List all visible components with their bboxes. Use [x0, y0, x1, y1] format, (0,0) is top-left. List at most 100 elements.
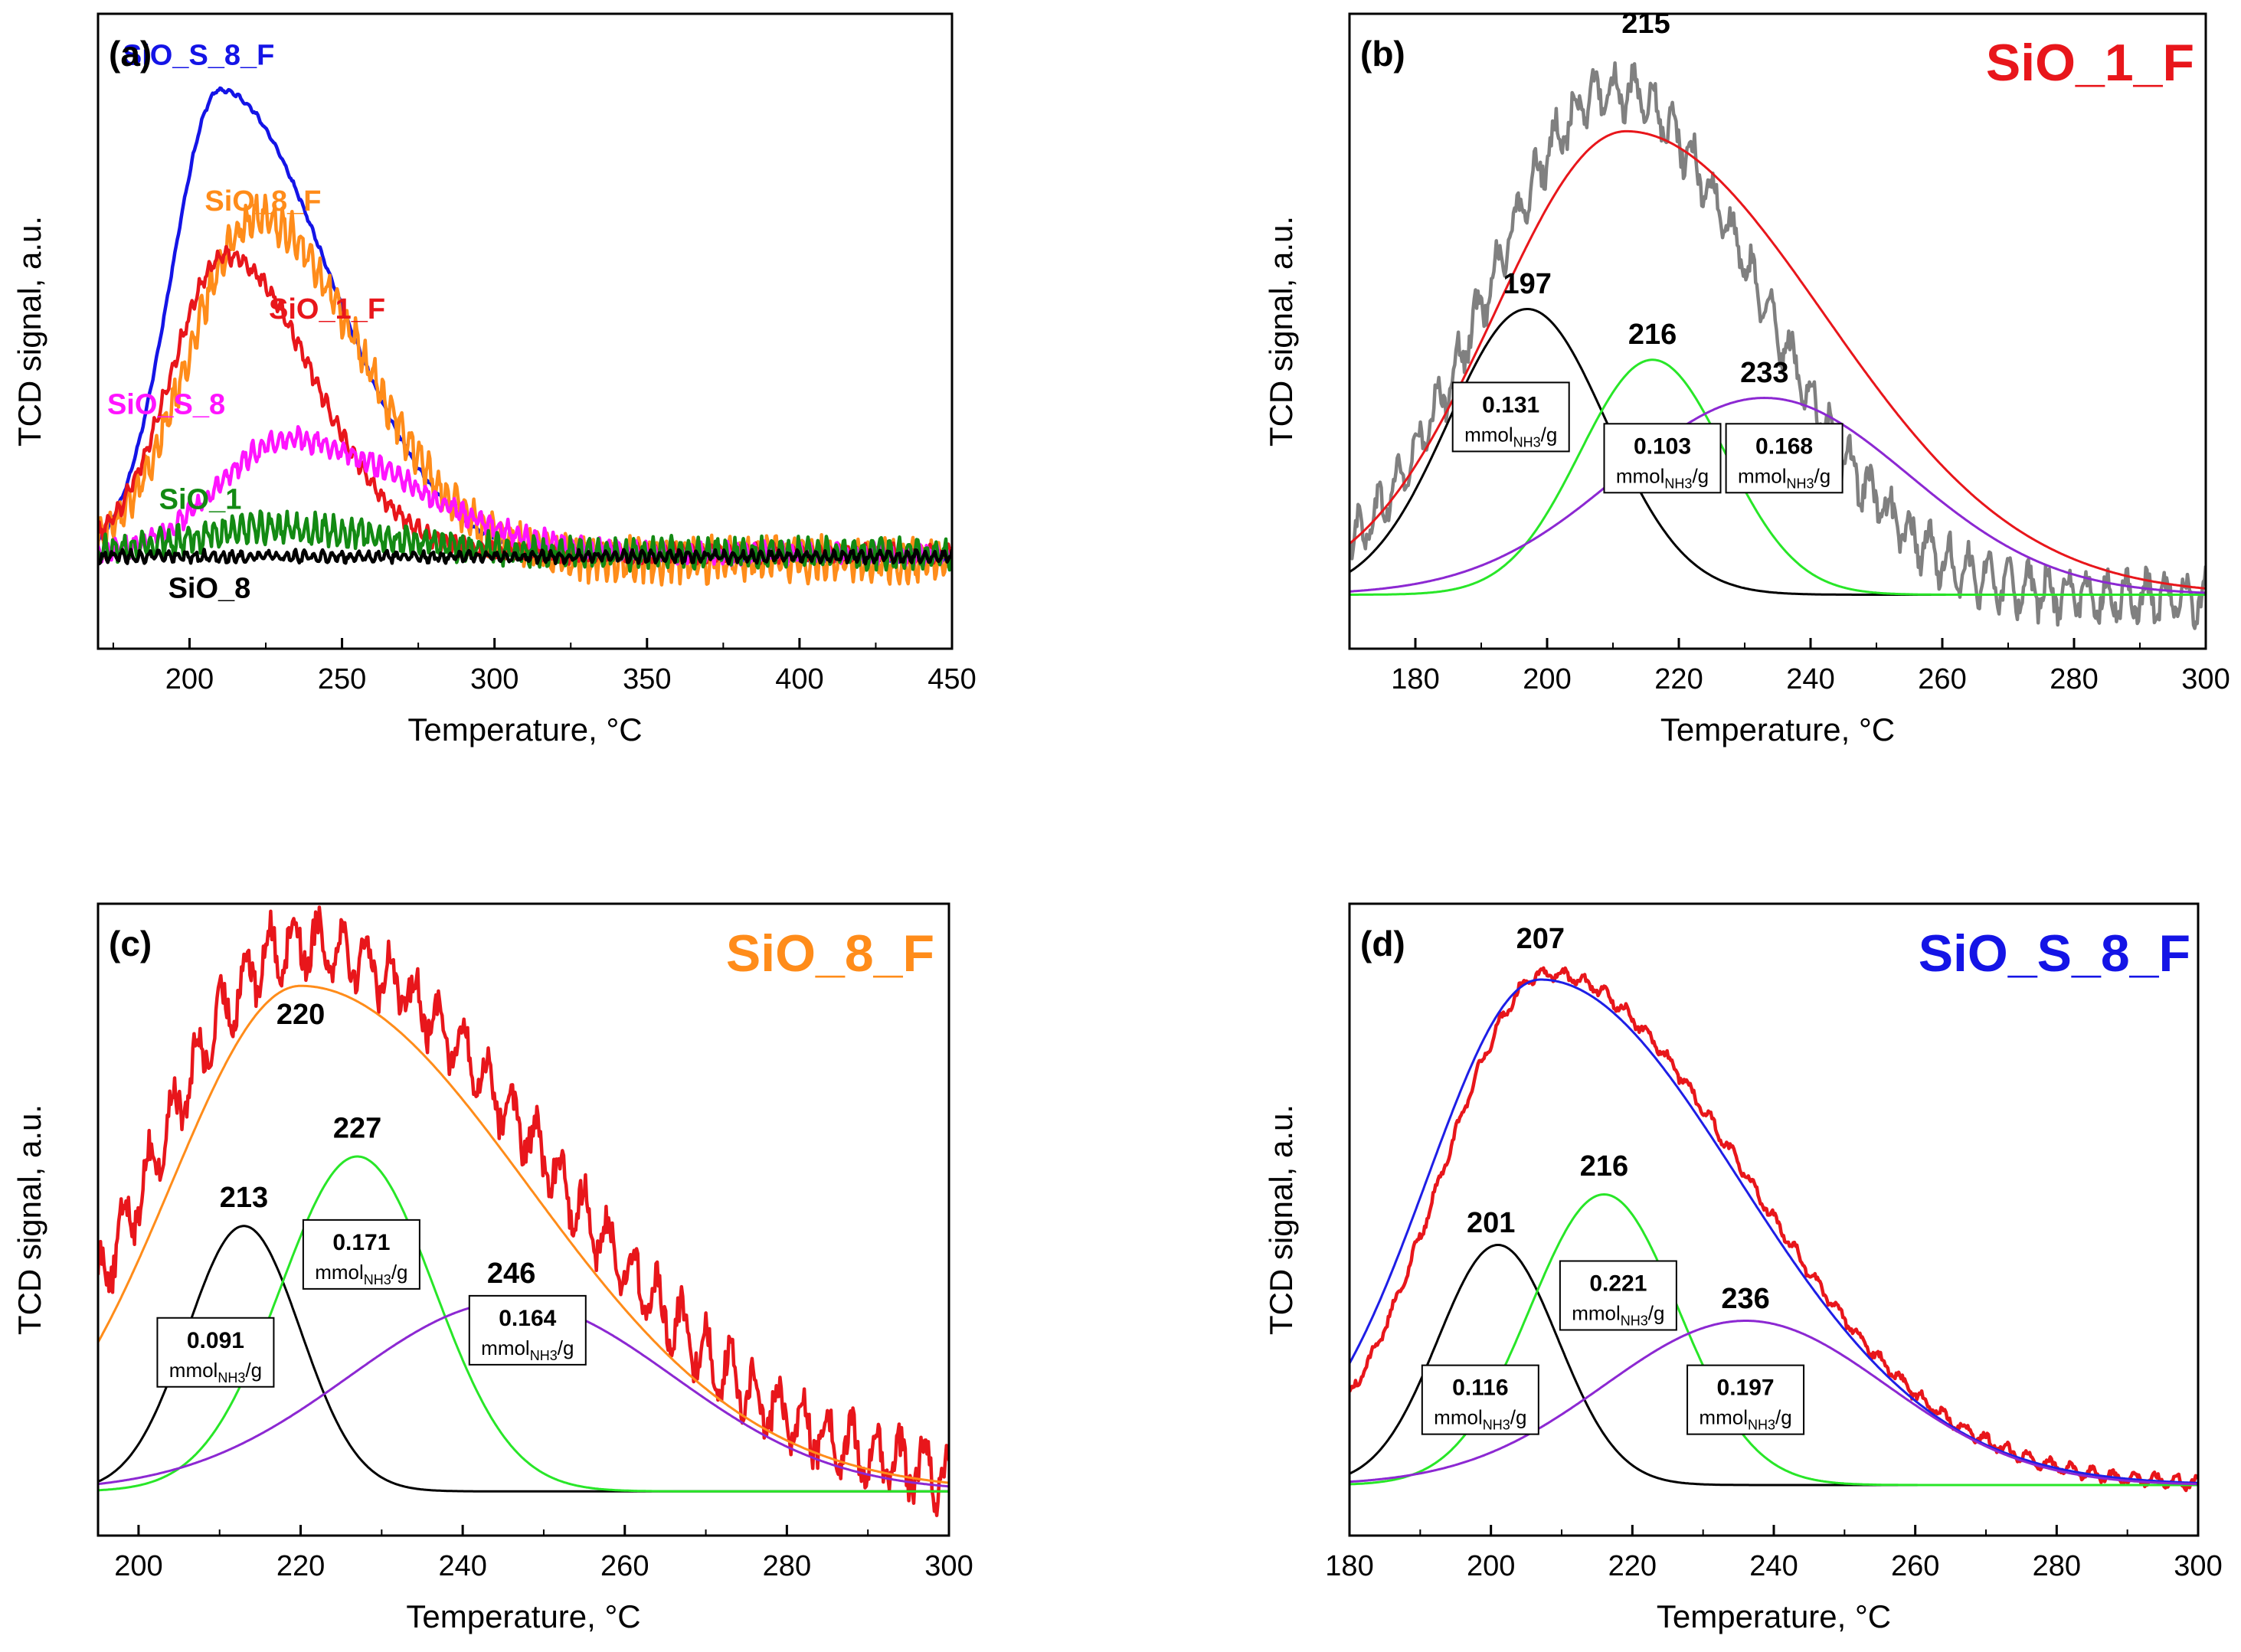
- unit-tail: /g: [1510, 1406, 1527, 1429]
- x-tick-label: 200: [114, 1550, 162, 1582]
- series-experimental-line: [98, 905, 949, 1517]
- unit-sub: NH3: [1513, 434, 1541, 450]
- unit-sub: NH3: [1748, 1418, 1775, 1433]
- x-axis: 180 200 220 240 260 280 300: [1325, 1525, 2223, 1582]
- series-experimental-line: [1350, 61, 2206, 630]
- peak-label: 201: [1467, 1207, 1515, 1239]
- box-frame: [1603, 423, 1722, 494]
- unit-main: mmol: [1572, 1302, 1621, 1325]
- x-axis-label: Temperature, °C: [406, 1598, 640, 1634]
- peak-label: 216: [1628, 319, 1677, 351]
- unit-tail: /g: [1775, 1406, 1792, 1429]
- series-label: SiO_S_8_F: [123, 39, 275, 71]
- unit-sub: NH3: [218, 1370, 245, 1385]
- unit-sub: NH3: [1787, 476, 1814, 491]
- acid-site-box: 0.164 mmolNH3/g: [468, 1294, 587, 1366]
- acid-site-box: 0.131 mmolNH3/g: [1451, 381, 1570, 453]
- acid-site-box: 0.091 mmolNH3/g: [156, 1317, 275, 1388]
- series-label: SiO_1: [159, 484, 242, 516]
- series-fit-line: [98, 984, 949, 1484]
- x-tick-label: 240: [1749, 1550, 1798, 1582]
- series-label: SiO_8_F: [204, 185, 321, 218]
- x-tick-label: 450: [927, 663, 976, 695]
- box-value: 0.103: [1634, 433, 1691, 459]
- x-tick-label: 200: [1467, 1550, 1515, 1582]
- box-frame: [468, 1294, 587, 1366]
- box-value: 0.197: [1717, 1376, 1775, 1401]
- x-tick-label: 240: [438, 1550, 486, 1582]
- series-label: SiO_1_F: [269, 293, 385, 325]
- x-axis: 180 200 220 240 260 280 300: [1391, 638, 2230, 695]
- series-sio-8-line: [98, 548, 952, 566]
- plot-frame: [1348, 12, 2207, 650]
- x-tick-label: 250: [318, 663, 366, 695]
- box-unit: mmolNH3/g: [1572, 1302, 1664, 1329]
- x-tick-label: 280: [2033, 1550, 2081, 1582]
- acid-site-box: 0.103 mmolNH3/g: [1603, 423, 1722, 494]
- panel-label: (b): [1360, 34, 1405, 74]
- box-value: 0.131: [1482, 392, 1539, 417]
- box-frame: [1451, 381, 1570, 453]
- box-value: 0.116: [1452, 1376, 1508, 1401]
- panel-c: 200 220 240 260 280 300 Temperature, °C TCD sig…: [11, 902, 973, 1634]
- sample-title: SiO_8_F: [726, 924, 934, 983]
- x-tick-label: 260: [600, 1550, 649, 1582]
- series-sio-1-f-line: [98, 244, 952, 566]
- x-tick-label: 200: [165, 663, 214, 695]
- x-axis: 200 220 240 260 280 300: [114, 1525, 973, 1582]
- acid-site-box: 0.168 mmolNH3/g: [1725, 423, 1844, 494]
- x-tick-label: 180: [1325, 1550, 1373, 1582]
- plot-frame: [97, 902, 950, 1537]
- box-unit: mmolNH3/g: [1738, 464, 1830, 491]
- series-peak-236-line: [1350, 1320, 2198, 1486]
- x-axis-label: Temperature, °C: [1660, 712, 1895, 747]
- box-frame: [1421, 1364, 1539, 1435]
- unit-tail: /g: [558, 1336, 574, 1359]
- y-axis-label: TCD signal, a.u.: [1263, 216, 1299, 447]
- x-tick-label: 220: [1654, 663, 1703, 695]
- unit-sub: NH3: [1664, 476, 1692, 491]
- x-tick-label: 180: [1391, 663, 1439, 695]
- panel-a: SiO_S_8_F SiO_8_F SiO_1_F SiO_S_8 SiO_1 SiO_8…: [11, 12, 977, 747]
- sample-title: SiO_1_F: [1986, 34, 2194, 92]
- box-unit: mmolNH3/g: [1699, 1406, 1791, 1433]
- x-tick-label: 280: [763, 1550, 811, 1582]
- plot-frame: [97, 12, 954, 650]
- peak-label: 213: [220, 1182, 268, 1214]
- x-axis-label: Temperature, °C: [407, 712, 642, 747]
- x-axis-label: Temperature, °C: [1657, 1598, 1891, 1634]
- panel-label: (d): [1360, 924, 1405, 963]
- unit-tail: /g: [245, 1359, 262, 1382]
- y-axis-label: TCD signal, a.u.: [11, 216, 47, 447]
- unit-sub: NH3: [1621, 1313, 1648, 1329]
- peak-label: 197: [1503, 268, 1551, 300]
- unit-tail: /g: [1648, 1302, 1665, 1325]
- box-unit: mmolNH3/g: [1616, 464, 1709, 491]
- box-frame: [156, 1317, 275, 1388]
- x-tick-label: 240: [1786, 663, 1834, 695]
- x-tick-label: 220: [1608, 1550, 1657, 1582]
- unit-sub: NH3: [1483, 1418, 1510, 1433]
- x-tick-label: 400: [775, 663, 823, 695]
- box-unit: mmolNH3/g: [1464, 423, 1557, 450]
- unit-main: mmol: [1699, 1406, 1748, 1429]
- sample-title: SiO_S_8_F: [1919, 924, 2190, 983]
- panel-label: (a): [109, 34, 152, 74]
- panel-label: (c): [109, 924, 152, 963]
- box-value: 0.168: [1755, 433, 1813, 459]
- peak-label: 215: [1621, 8, 1670, 40]
- box-unit: mmolNH3/g: [1434, 1406, 1526, 1433]
- x-tick-label: 220: [276, 1550, 325, 1582]
- x-axis: 200 250 300 350 400 450: [112, 638, 977, 695]
- unit-sub: NH3: [364, 1272, 391, 1287]
- series-label: SiO_8: [168, 573, 251, 605]
- series-sio-1-line: [98, 509, 952, 573]
- series-fit-line: [1350, 129, 2206, 590]
- acid-site-box: 0.116 mmolNH3/g: [1421, 1364, 1539, 1435]
- x-tick-label: 200: [1523, 663, 1571, 695]
- peak-label: 216: [1580, 1150, 1628, 1183]
- peak-label: 233: [1740, 357, 1788, 389]
- unit-main: mmol: [169, 1359, 218, 1382]
- box-frame: [1686, 1364, 1805, 1435]
